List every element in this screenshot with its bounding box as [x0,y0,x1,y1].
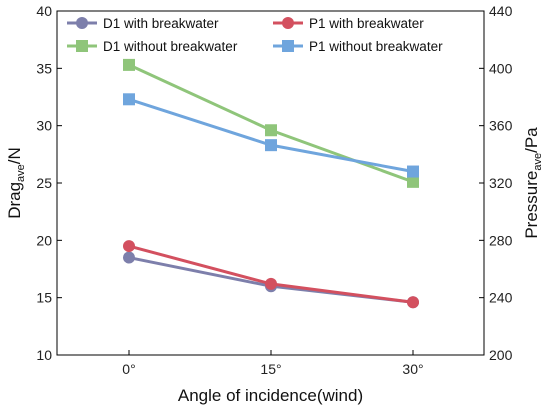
data-point [407,175,419,188]
data-point [123,93,135,106]
data-point [265,124,277,137]
y-left-tick-label: 15 [36,290,52,306]
y-left-tick-label: 35 [36,60,52,76]
x-axis-title: Angle of incidence(wind) [178,386,363,405]
y-left-tick-label: 40 [36,3,52,19]
series-line [128,244,414,304]
legend-item: P1 with breakwater [273,16,424,31]
y-axis-title-right: Pressureave/Pa [522,127,544,239]
legend-marker [76,40,88,52]
legend-label: D1 without breakwater [103,39,238,54]
series-1 [123,240,419,309]
legend-item: D1 without breakwater [67,39,238,54]
y-left-tick-label: 25 [36,175,52,191]
legend-label: D1 with breakwater [103,16,219,31]
ticks-layer: 10 15 20 25 30 35 40 200 240 280 320 360 400 440 0° 15°… [36,3,512,377]
x-tick-label: 30° [402,361,423,377]
legend-item: D1 with breakwater [67,16,219,31]
series-3 [123,93,419,178]
data-point [123,240,135,253]
y-right-tick-label: 280 [489,232,513,248]
data-point [265,277,277,290]
x-tick-label: 15° [260,361,281,377]
data-point [123,251,135,264]
legend-marker [282,40,294,52]
series-2 [123,58,419,188]
legend-label: P1 without breakwater [309,39,443,54]
x-tick-label: 0° [122,361,135,377]
y-left-tick-label: 20 [36,232,52,248]
y-right-tick-label: 440 [489,3,513,19]
data-point [407,165,419,178]
legend-marker [76,17,88,29]
legend-label: P1 with breakwater [309,16,424,31]
legend: D1 with breakwater P1 with breakwater D1 w… [67,16,443,54]
series-layer [123,58,419,309]
y-right-tick-label: 320 [489,175,513,191]
data-point [123,58,135,71]
y-right-tick-label: 200 [489,347,513,363]
y-left-tick-label: 30 [36,118,52,134]
plot-frame [56,10,485,356]
y-axis-title-left: Dragave/N [5,147,27,219]
y-right-tick-label: 360 [489,118,513,134]
y-right-tick-label: 240 [489,290,513,306]
legend-marker [282,17,294,29]
y-right-tick-label: 400 [489,60,513,76]
legend-item: P1 without breakwater [273,39,443,54]
data-point [407,296,419,309]
data-point [265,139,277,152]
y-left-tick-label: 10 [36,347,52,363]
